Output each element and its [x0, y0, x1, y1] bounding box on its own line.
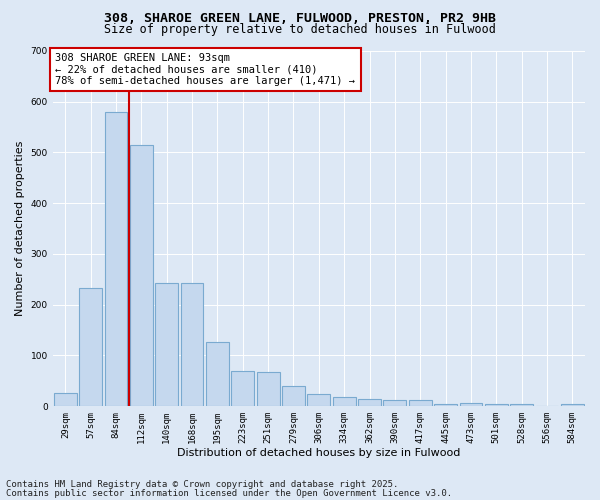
- Bar: [383, 400, 406, 406]
- Bar: [282, 386, 305, 406]
- Text: Contains public sector information licensed under the Open Government Licence v3: Contains public sector information licen…: [6, 488, 452, 498]
- Bar: [510, 404, 533, 406]
- X-axis label: Distribution of detached houses by size in Fulwood: Distribution of detached houses by size …: [177, 448, 461, 458]
- Bar: [104, 112, 127, 406]
- Bar: [257, 372, 280, 406]
- Bar: [434, 404, 457, 406]
- Bar: [333, 397, 356, 406]
- Bar: [409, 400, 431, 406]
- Y-axis label: Number of detached properties: Number of detached properties: [15, 141, 25, 316]
- Bar: [460, 402, 482, 406]
- Bar: [485, 404, 508, 406]
- Bar: [130, 145, 153, 406]
- Bar: [155, 283, 178, 406]
- Bar: [79, 288, 102, 406]
- Text: 308, SHAROE GREEN LANE, FULWOOD, PRESTON, PR2 9HB: 308, SHAROE GREEN LANE, FULWOOD, PRESTON…: [104, 12, 496, 26]
- Text: Contains HM Land Registry data © Crown copyright and database right 2025.: Contains HM Land Registry data © Crown c…: [6, 480, 398, 489]
- Bar: [206, 342, 229, 406]
- Text: Size of property relative to detached houses in Fulwood: Size of property relative to detached ho…: [104, 22, 496, 36]
- Bar: [307, 394, 330, 406]
- Bar: [358, 398, 381, 406]
- Text: 308 SHAROE GREEN LANE: 93sqm
← 22% of detached houses are smaller (410)
78% of s: 308 SHAROE GREEN LANE: 93sqm ← 22% of de…: [55, 53, 355, 86]
- Bar: [181, 283, 203, 406]
- Bar: [232, 370, 254, 406]
- Bar: [54, 392, 77, 406]
- Bar: [561, 404, 584, 406]
